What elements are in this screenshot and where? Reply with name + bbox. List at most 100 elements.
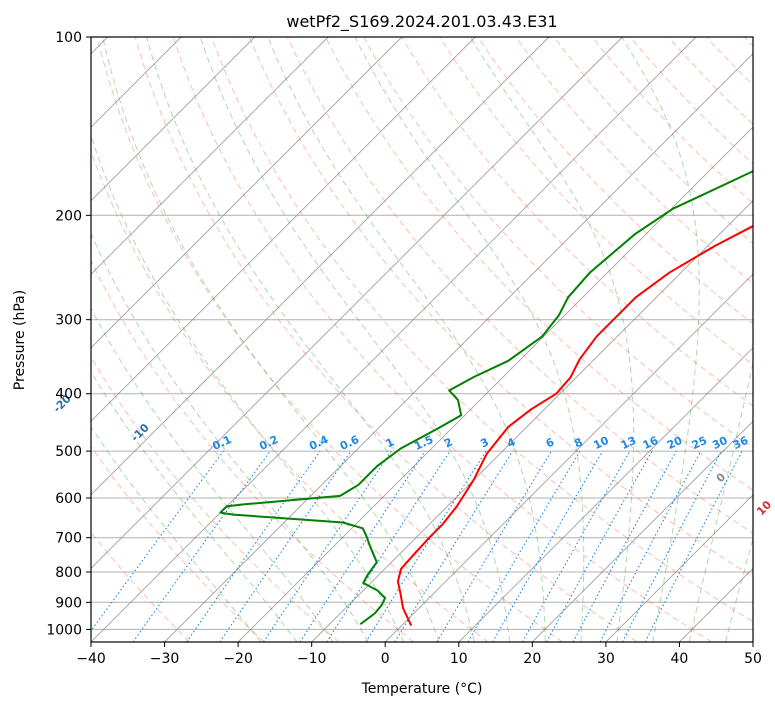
x-tick-label: 50 xyxy=(744,651,762,667)
dry-adiabat-line xyxy=(91,259,414,642)
mixing-ratio-line xyxy=(522,450,631,642)
isotherm-line xyxy=(91,37,550,496)
mixing-ratio-line xyxy=(492,450,604,642)
y-tick-label: 600 xyxy=(55,491,82,507)
moist-adiabat-line xyxy=(469,37,635,642)
dry-adiabat-line xyxy=(744,37,753,47)
plot-frame xyxy=(90,36,754,643)
x-tick-label: 30 xyxy=(597,651,615,667)
dry-adiabat-line xyxy=(96,37,563,642)
isotherm-line xyxy=(164,52,753,642)
moist-adiabat-line xyxy=(725,536,753,642)
isotherm-line xyxy=(91,37,623,570)
x-tick-label: −10 xyxy=(297,651,327,667)
isotherm-line xyxy=(91,37,256,202)
dry-adiabat-line xyxy=(91,445,265,642)
dry-adiabat-line xyxy=(705,37,753,86)
y-tick-label: 100 xyxy=(55,30,82,46)
mixing-ratio-line xyxy=(186,450,321,642)
mixing-ratio-label: 6 xyxy=(544,435,557,450)
y-tick-label: 200 xyxy=(55,208,82,224)
mixing-ratio-line xyxy=(467,450,581,642)
x-tick-label: 0 xyxy=(381,651,390,667)
mixing-ratio-line xyxy=(219,450,352,642)
isotherm-line xyxy=(679,567,753,642)
dry-adiabat-line xyxy=(210,37,753,623)
y-tick-label: 300 xyxy=(55,313,82,329)
x-tick-label: 10 xyxy=(450,651,468,667)
moist-adiabat-line xyxy=(91,370,298,642)
mixing-ratio-label: 36 xyxy=(731,434,751,452)
mixing-ratio-label: 0.6 xyxy=(338,433,361,453)
mixing-ratio-line xyxy=(599,450,702,642)
isotherm-line xyxy=(458,347,753,642)
dewpoint-line xyxy=(219,170,753,626)
moist-adiabat-line xyxy=(688,360,753,642)
y-axis-label: Pressure (hPa) xyxy=(12,290,28,390)
isotherm-line xyxy=(91,37,329,275)
moist-adiabat-line xyxy=(91,232,369,642)
dry-adiabat-line xyxy=(325,37,753,491)
mixing-ratio-label: 20 xyxy=(665,434,685,452)
mixing-ratio-line xyxy=(572,450,677,642)
temperature-line xyxy=(396,224,753,627)
moist-adiabat-line xyxy=(354,37,585,642)
dry-adiabat-line xyxy=(515,37,753,284)
mixing-ratio-label: 25 xyxy=(690,434,709,452)
y-tick-label: 1000 xyxy=(46,622,82,638)
mixing-ratio-label: 16 xyxy=(641,434,661,452)
moist-adiabat-line xyxy=(102,37,440,642)
dry-adiabat-line xyxy=(91,150,489,642)
isotherm-line xyxy=(91,37,697,642)
dry-adiabat-line xyxy=(134,37,638,642)
dry-adiabat-line xyxy=(553,37,753,244)
x-tick-label: −40 xyxy=(76,651,106,667)
dry-adiabat-line xyxy=(401,37,753,407)
mixing-ratio-line xyxy=(91,450,224,632)
mixing-ratio-label: 10 xyxy=(592,434,612,452)
isotherm-line xyxy=(91,37,403,349)
mixing-ratio-line xyxy=(132,450,271,642)
background-lines xyxy=(91,37,753,642)
mixing-ratio-line xyxy=(365,450,487,642)
mixing-ratio-label: 1 xyxy=(384,435,396,450)
moist-adiabat-label: -10 xyxy=(129,421,152,444)
axis-ticks: −40 −30 −20 −10 0 10 20 30 40 5010020030040050060… xyxy=(46,30,762,667)
x-tick-label: −30 xyxy=(150,651,180,667)
isotherm-line xyxy=(531,420,753,642)
dry-adiabat-label: 0 xyxy=(714,470,729,485)
chart-title: wetPf2_S169.2024.201.03.43.E31 xyxy=(286,12,557,32)
dry-adiabat-line xyxy=(363,37,753,449)
isotherm-line xyxy=(91,37,476,422)
mixing-ratio-label: 0.2 xyxy=(257,433,280,453)
x-tick-label: −20 xyxy=(223,651,253,667)
mixing-ratio-label: 13 xyxy=(619,434,638,452)
x-tick-label: 40 xyxy=(671,651,689,667)
dry-adiabat-line xyxy=(248,37,753,578)
dry-adiabat-line xyxy=(667,37,753,126)
mixing-ratio-line xyxy=(326,450,451,642)
mixing-ratio-line xyxy=(394,450,514,642)
mixing-ratio-label: 30 xyxy=(710,434,730,452)
y-tick-label: 400 xyxy=(55,387,82,403)
y-tick-label: 900 xyxy=(55,595,82,611)
isotherm-line xyxy=(605,494,753,642)
dry-adiabat-line xyxy=(591,37,753,204)
dry-adiabat-line xyxy=(477,37,753,325)
mixing-ratio-label: 0.1 xyxy=(210,433,233,453)
dry-adiabat-line xyxy=(172,37,713,642)
y-tick-label: 500 xyxy=(55,444,82,460)
x-tick-label: 20 xyxy=(523,651,541,667)
isotherm-line xyxy=(237,126,753,642)
dry-adiabat-line xyxy=(91,356,340,642)
dry-adiabat-line xyxy=(629,37,753,165)
isotherm-line xyxy=(311,200,753,642)
dry-adiabat-label: 10 xyxy=(754,498,774,518)
mixing-ratio-line xyxy=(546,450,653,642)
moist-adiabat-line xyxy=(91,134,405,642)
moist-adiabat-line xyxy=(621,37,700,642)
isotherm-line xyxy=(752,641,753,642)
mixing-ratio-label: 3 xyxy=(478,435,490,450)
